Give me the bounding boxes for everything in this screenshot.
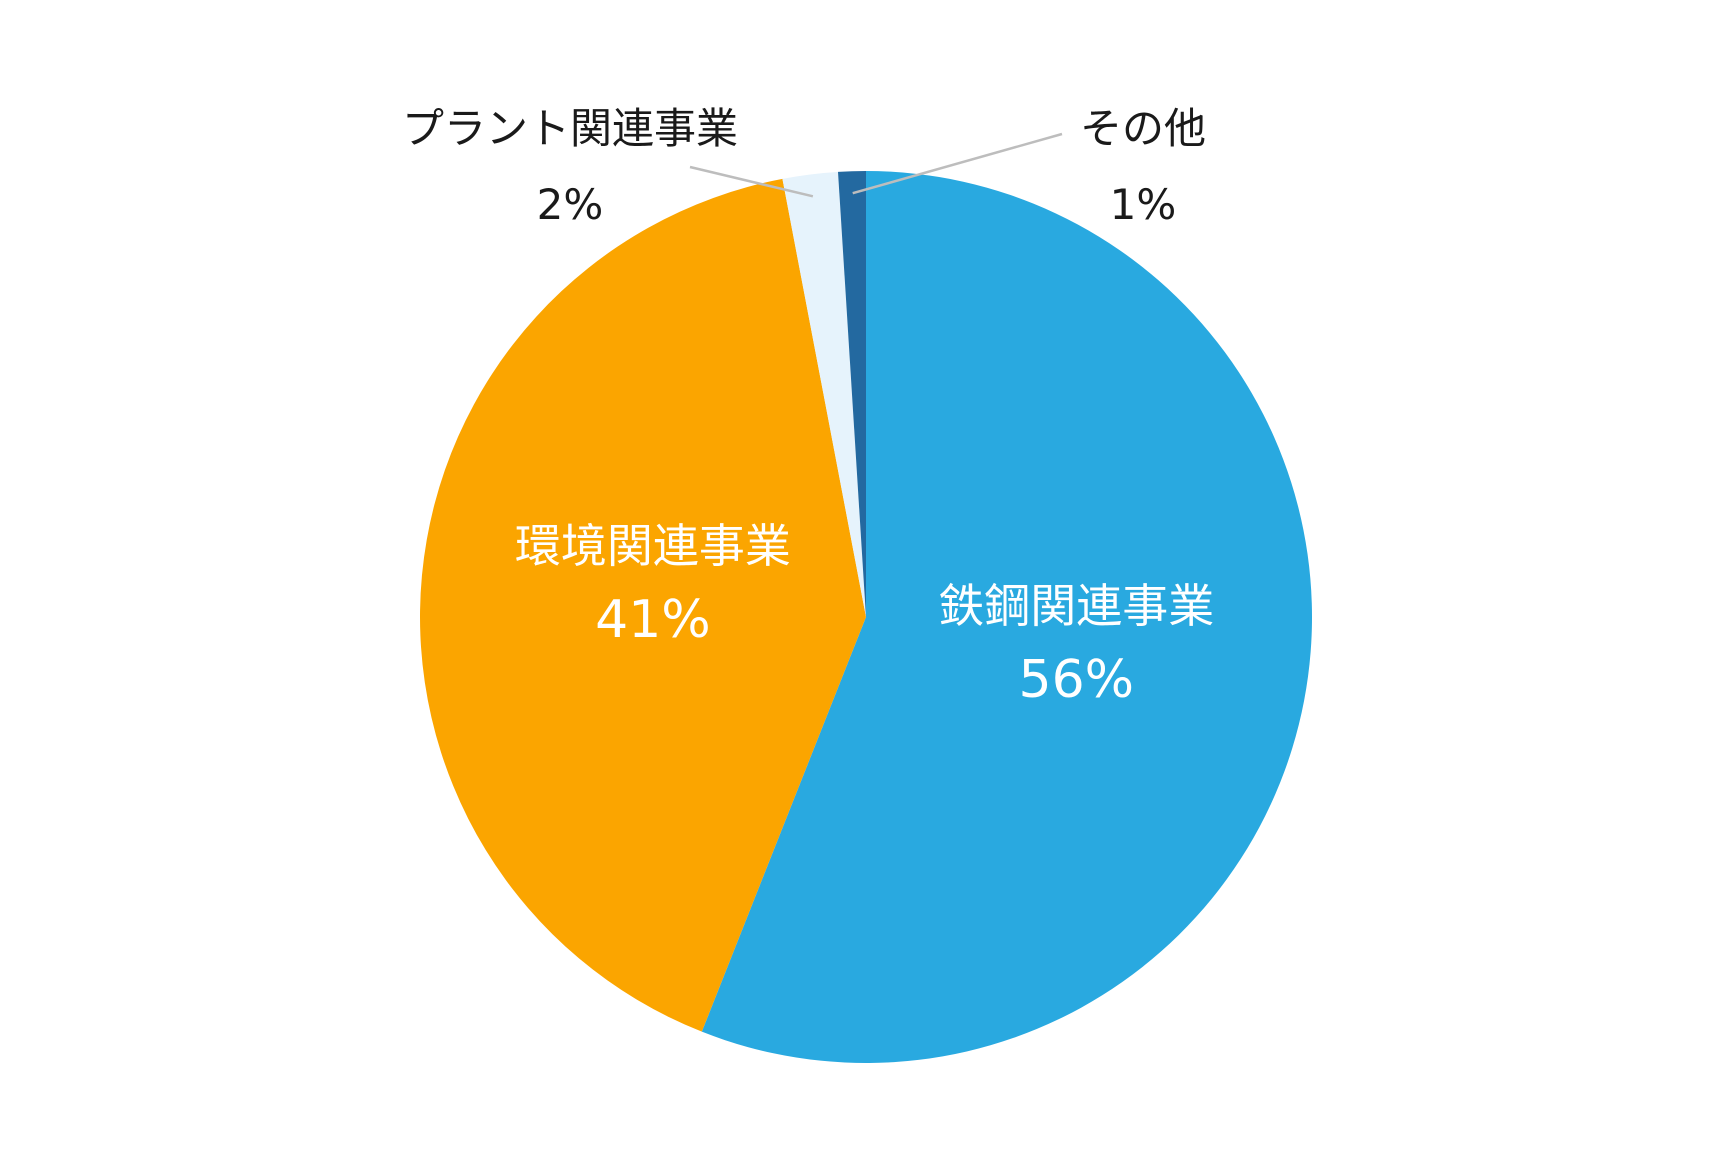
slice-2-wedge <box>420 178 866 1032</box>
pie-slices <box>420 171 1313 1063</box>
slice-1-category-label: 鉄鋼関連事業 <box>938 579 1214 633</box>
slice-3-value-label: 2% <box>537 180 604 229</box>
slice-4-category-label: その他 <box>1080 104 1206 153</box>
leader-lines <box>689 132 1063 198</box>
slice-3-wedge <box>782 171 866 617</box>
slice-labels: 鉄鋼関連事業 56% 環境関連事業 41% プラント関連事業 2% その他 1% <box>402 104 1214 710</box>
slice-1-value-label: 56% <box>1019 650 1135 710</box>
slice-4-leader-line <box>852 132 1063 195</box>
slice-2-category-label: 環境関連事業 <box>515 519 791 573</box>
slice-3-category-label: プラント関連事業 <box>402 104 738 153</box>
slice-4-value-label: 1% <box>1110 180 1177 229</box>
slice-3-leader-line <box>689 165 814 198</box>
slice-2-value-label: 41% <box>595 590 711 650</box>
slice-1-wedge <box>701 171 1313 1063</box>
slice-4-wedge <box>838 171 866 617</box>
